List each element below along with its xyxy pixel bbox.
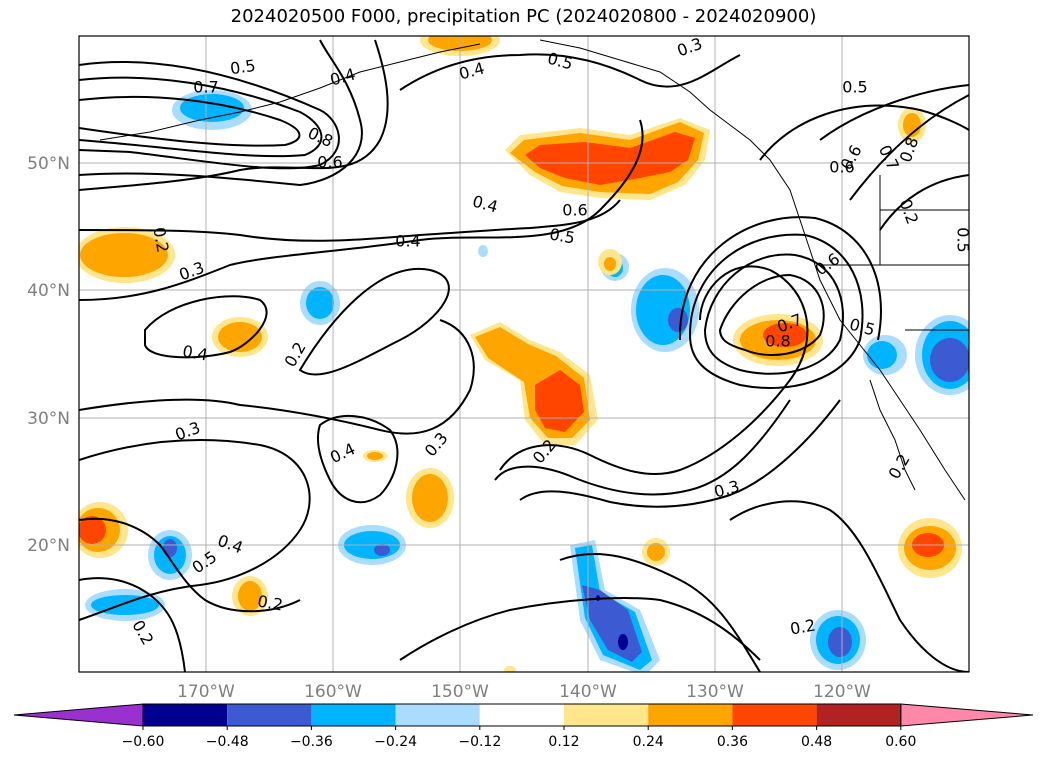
contour-label: 0.2 (256, 591, 284, 614)
colorbar: −0.60 −0.48 −0.36 −0.24 −0.12 0.12 0.24 0.36 0.4… (13, 703, 1034, 750)
lon-axis: 170°W 160°W 150°W 140°W 130°W 120°W (177, 682, 871, 702)
colorbar-tick-label: −0.12 (458, 734, 501, 750)
map-frame (78, 35, 970, 673)
colorbar-tick-label: 0.48 (801, 734, 832, 750)
contour-label: 0.4 (181, 341, 209, 364)
lat-axis: 50°N 40°N 30°N 20°N (27, 154, 70, 556)
contour-label: 0.7 (193, 78, 218, 97)
gridlines (79, 36, 969, 672)
colorbar-segment (311, 704, 396, 726)
contour-label: 0.4 (395, 232, 420, 251)
colorbar-segment (816, 704, 901, 726)
colorbar-tick-label: 0.12 (548, 734, 579, 750)
colorbar-tick-label: −0.36 (290, 734, 333, 750)
colorbar-tick-label: −0.48 (206, 734, 249, 750)
colorbar-segment (143, 704, 228, 726)
contour-lines (79, 39, 969, 672)
lat-label: 30°N (27, 409, 70, 429)
contour-label: 0.2 (789, 615, 817, 638)
colorbar-border (142, 703, 902, 727)
contour-label: 0.6 (317, 153, 342, 172)
colorbar-tick-label: −0.24 (374, 734, 417, 750)
colorbar-segment (227, 704, 312, 726)
lon-label: 170°W (177, 682, 235, 702)
lat-label: 20°N (27, 536, 70, 556)
lat-label: 50°N (27, 154, 70, 174)
contour-label: 0.5 (842, 78, 867, 97)
contour-label: 0.2 (149, 226, 172, 254)
contour-label: 0.8 (765, 332, 790, 351)
contour-label: 0.6 (562, 201, 587, 220)
lon-label: 140°W (559, 682, 617, 702)
colorbar-tick-label: 0.24 (633, 734, 664, 750)
contour-label: 0.5 (229, 56, 257, 78)
colorbar-extension-high (900, 703, 1034, 727)
colorbar-segment (648, 704, 733, 726)
colorbar-tick-label: −0.60 (122, 734, 165, 750)
colorbar-segment (564, 704, 649, 726)
colorbar-tick-label: 0.60 (885, 734, 916, 750)
lon-label: 120°W (813, 682, 871, 702)
contour-label: 0.6 (829, 158, 854, 177)
colorbar-extension-low (13, 703, 144, 727)
lon-label: 160°W (304, 682, 362, 702)
lat-label: 40°N (27, 281, 70, 301)
coastlines (99, 39, 969, 501)
colorbar-segment (479, 704, 564, 726)
lon-label: 150°W (431, 682, 489, 702)
lon-label: 130°W (686, 682, 744, 702)
colorbar-segment (395, 704, 480, 726)
contour-label: 0.5 (548, 224, 576, 247)
colorbar-tick-label: 0.36 (717, 734, 748, 750)
colorbar-segment (732, 704, 817, 726)
page-title: 2024020500 F000, precipitation PC (20240… (230, 6, 817, 27)
contour-label: 0.5 (954, 227, 973, 252)
